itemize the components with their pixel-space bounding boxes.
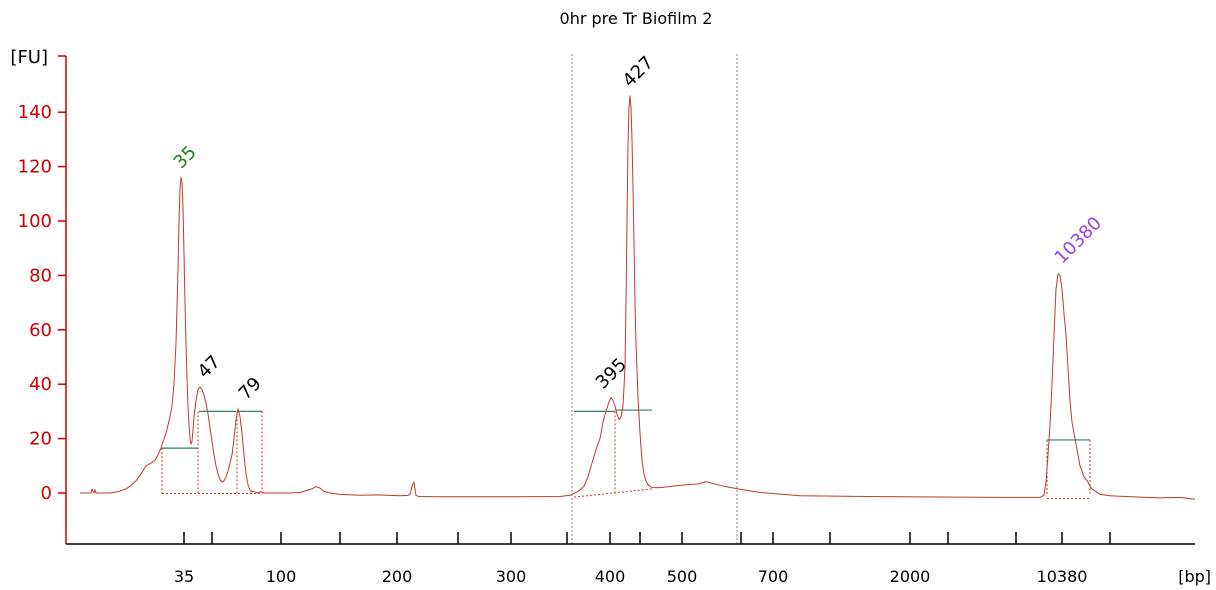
peak-baselines [161,409,1091,499]
peak-label-427: 427 [619,52,658,91]
y-tick-label-20: 20 [29,429,52,450]
x-tick-label-300: 300 [496,567,527,586]
axes: 0 20 40 60 80 100 120 140 35 100 200 300 400 500 700 20… [18,55,1195,586]
y-tick-label-40: 40 [29,374,52,395]
y-tick-label-0: 0 [41,483,52,504]
x-tick-label-35: 35 [174,567,194,586]
y-tick-label-80: 80 [29,265,52,286]
peak-label-47: 47 [194,351,225,382]
y-axis-unit-label: [FU] [10,47,48,68]
trace-line-1 [80,95,1196,500]
peak-label-79: 79 [235,373,266,404]
y-tick-label-140: 140 [18,102,52,123]
x-tick-label-200: 200 [382,567,413,586]
x-tick-label-700: 700 [758,567,789,586]
chart-title: 0hr pre Tr Biofilm 2 [560,9,713,28]
x-tick-label-2000: 2000 [890,567,931,586]
x-tick-label-100: 100 [266,567,297,586]
y-tick-label-100: 100 [18,211,52,232]
y-tick-label-120: 120 [18,157,52,178]
peak-label-10380: 10380 [1051,213,1106,268]
x-tick-label-500: 500 [667,567,698,586]
x-tick-label-10380: 10380 [1037,567,1088,586]
y-tick-label-60: 60 [29,320,52,341]
trace-layer [80,95,1196,500]
reference-lines [571,54,738,544]
integration-baseline-2 [573,488,653,498]
peak-label-35: 35 [170,142,201,173]
x-axis-unit-label: [bp] [1178,567,1211,586]
x-tick-label-400: 400 [595,567,626,586]
